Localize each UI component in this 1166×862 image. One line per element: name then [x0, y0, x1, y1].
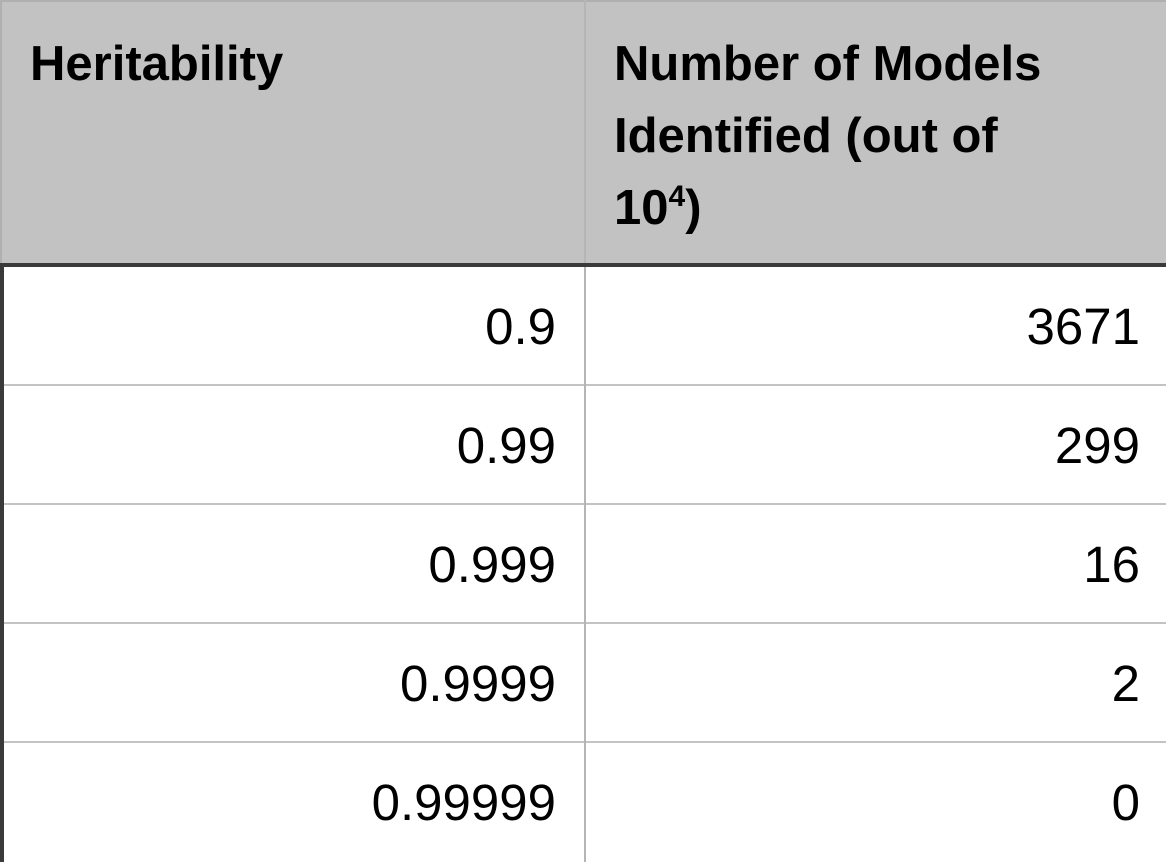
table-row: 0.99999 0: [0, 743, 1166, 862]
cell-heritability: 0.9: [485, 298, 556, 355]
cell-heritability: 0.99: [456, 417, 556, 474]
header-models-line1: Number of Models: [614, 37, 1042, 91]
row-divider: [0, 741, 1166, 743]
table-row: 0.999 16: [0, 505, 1166, 624]
header-models-identified: Number of Models Identified (out of 104): [614, 28, 1162, 244]
header-models-exponent: 4: [668, 180, 686, 213]
cell-models: 16: [1083, 536, 1140, 593]
cell-heritability: 0.99999: [371, 774, 556, 831]
cell-heritability: 0.999: [428, 536, 556, 593]
column-divider: [584, 0, 586, 862]
cell-models: 0: [1111, 774, 1140, 831]
header-models-tail: ): [685, 181, 702, 235]
table-left-rule: [0, 263, 4, 862]
table-row: 0.99 299: [0, 386, 1166, 505]
header-models-line3: 104): [614, 172, 1162, 244]
table-row: 0.9 3671: [0, 267, 1166, 386]
cell-models: 299: [1054, 417, 1140, 474]
header-models-base: 10: [614, 181, 669, 235]
table-row: 0.9999 2: [0, 624, 1166, 743]
cell-models: 3671: [1026, 298, 1140, 355]
row-divider: [0, 503, 1166, 505]
row-divider: [0, 622, 1166, 624]
cell-heritability: 0.9999: [400, 655, 556, 712]
header-models-line2: Identified (out of: [614, 109, 998, 163]
table-header: Heritability Number of Models Identified…: [0, 0, 1166, 264]
row-divider: [0, 384, 1166, 386]
header-bottom-rule: [0, 263, 1166, 267]
header-heritability: Heritability: [30, 37, 284, 91]
cell-models: 2: [1111, 655, 1140, 712]
